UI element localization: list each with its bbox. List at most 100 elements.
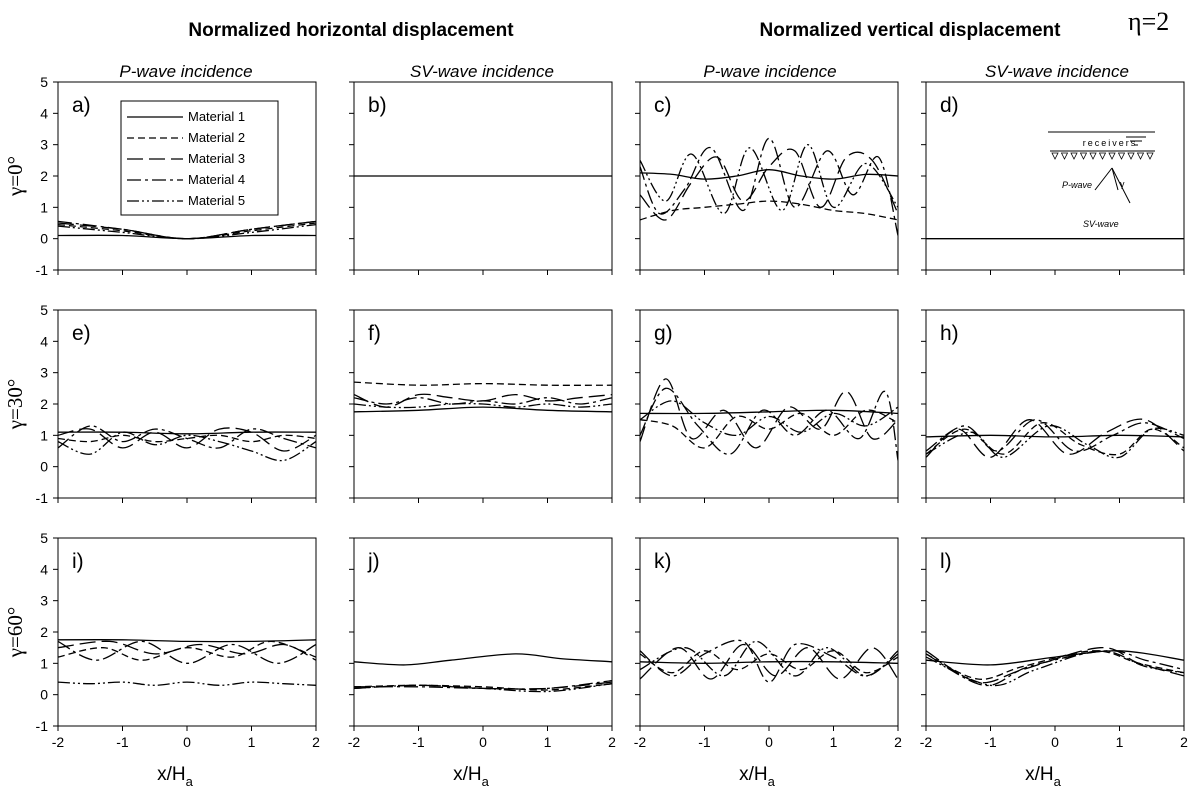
panel-e: -1 0 1 2 3 4 5 e) [36,302,317,506]
legend-entry: Material 1 [188,109,245,124]
panel-grid: -1 0 1 2 3 4 5 a) b) c) d) -1 0 1 2 3 4 5 e) f) g) h) -1 0 1 2 3 4 5… [3,74,1188,789]
receiver-icon [1079,152,1088,160]
x-tick-label: -2 [634,734,647,750]
plot-frame [925,309,1185,499]
plot-frame [57,537,317,727]
series-material-4 [640,387,898,461]
y-tick-label: 5 [40,530,48,546]
x-tick-label: 2 [312,734,320,750]
series-material-2 [354,381,612,386]
y-tick-label: 3 [40,137,48,153]
col-subtitle-4: SV-wave incidence [985,62,1129,81]
panel-label: a) [72,94,91,117]
series-material-5 [58,223,316,240]
panel-f: f) [349,309,613,503]
series-material-1 [58,639,316,643]
series-material-2 [58,640,316,661]
panel-label: e) [72,322,91,345]
panel-a: -1 0 1 2 3 4 5 a) [36,74,317,278]
panel-label: h) [940,322,959,345]
y-tick-label: 3 [40,593,48,609]
legend-entry: Material 2 [188,130,245,145]
x-axis-label: x/Ha [453,764,490,789]
series-material-2 [926,422,1184,456]
row-label-0: γ=0° [3,156,27,197]
y-tick-label: 1 [40,655,48,671]
legend-entry: Material 3 [188,151,245,166]
x-axis-label: x/Ha [1025,764,1062,789]
inset-sv-label: SV-wave [1083,219,1119,229]
series-material-4 [58,425,316,449]
inset-p-label: P-wave [1062,180,1092,190]
plot-frame [925,81,1185,271]
series-material-5 [640,400,898,436]
receiver-icon [1051,152,1059,160]
panel-label: g) [654,322,673,345]
plot-frame [639,309,899,499]
y-tick-label: 5 [40,302,48,318]
x-tick-label: -1 [698,734,711,750]
x-tick-label: -2 [348,734,361,750]
series-material-5 [354,402,612,409]
series-material-4 [640,639,898,683]
x-tick-label: 0 [765,734,773,750]
y-tick-label: 1 [40,427,48,443]
plot-frame [639,537,899,727]
right-title: Normalized vertical displacement [760,20,1062,41]
legend-entry: Material 4 [188,172,245,187]
receiver-icon [1146,152,1154,160]
eta-label: η=2 [1128,7,1169,36]
y-tick-label: 4 [40,561,48,577]
series-material-1 [640,660,898,664]
vertical-reference [1111,167,1119,191]
y-tick-label: 4 [40,105,48,121]
x-tick-label: -1 [412,734,425,750]
x-axis-label: x/Ha [739,764,776,789]
y-tick-label: 1 [40,199,48,215]
y-tick-label: -1 [36,262,49,278]
series-material-1 [354,406,612,413]
col-subtitle-2: SV-wave incidence [410,62,554,81]
receiver-icon [1127,152,1135,160]
x-tick-label: 2 [608,734,616,750]
panel-label: l) [940,550,952,573]
receiver-icon [1089,152,1097,160]
receiver-icon [1098,152,1107,160]
x-tick-label: 0 [479,734,487,750]
y-tick-label: 5 [40,74,48,90]
series-material-1 [926,434,1184,438]
series-material-4 [58,640,316,664]
x-tick-label: 0 [183,734,191,750]
panel-h: h) [921,309,1185,503]
series-material-2 [58,222,316,240]
x-tick-label: 2 [894,734,902,750]
x-tick-label: -1 [116,734,129,750]
receiver-icon [1060,152,1069,160]
x-axis-label: x/Ha [157,764,194,789]
panel-label: c) [654,94,672,117]
y-tick-label: 2 [40,168,48,184]
series-material-4 [640,137,898,236]
panel-label: i) [72,550,84,573]
sv-wave-ray [1111,167,1131,204]
row-label-1: γ=30° [3,379,27,431]
series-material-1 [354,653,612,666]
x-tick-label: 1 [544,734,552,750]
series-material-3 [640,378,898,449]
y-tick-label: 0 [40,459,48,475]
x-tick-label: 1 [1116,734,1124,750]
series-material-2 [640,650,898,674]
row-label-2: γ=60° [3,607,27,659]
series-material-1 [640,169,898,180]
legend-entry: Material 5 [188,193,245,208]
inset-angle-label: γ [1120,179,1125,189]
x-tick-label: 1 [830,734,838,750]
legend: Material 1 Material 2 Material 3 Material 4… [120,100,279,216]
panel-label: j) [367,550,380,573]
receiver-icon [1117,152,1126,160]
inset-diagram: receivers P-wave γ SV-wave [1048,131,1155,229]
receiver-icon [1070,152,1078,160]
panel-l: -2 -1 0 1 2 l) x/Ha [920,537,1188,789]
